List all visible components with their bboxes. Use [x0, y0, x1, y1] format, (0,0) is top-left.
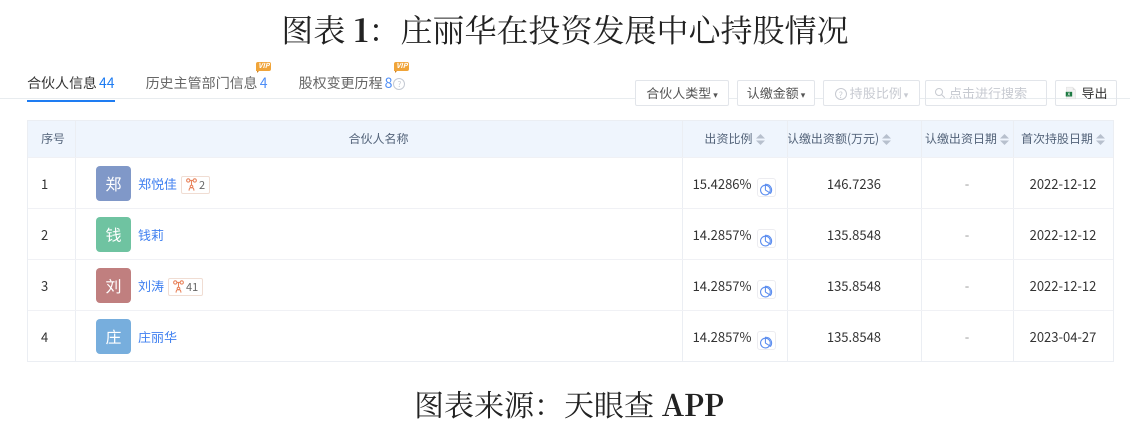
svg-text:X: X [1068, 92, 1071, 97]
